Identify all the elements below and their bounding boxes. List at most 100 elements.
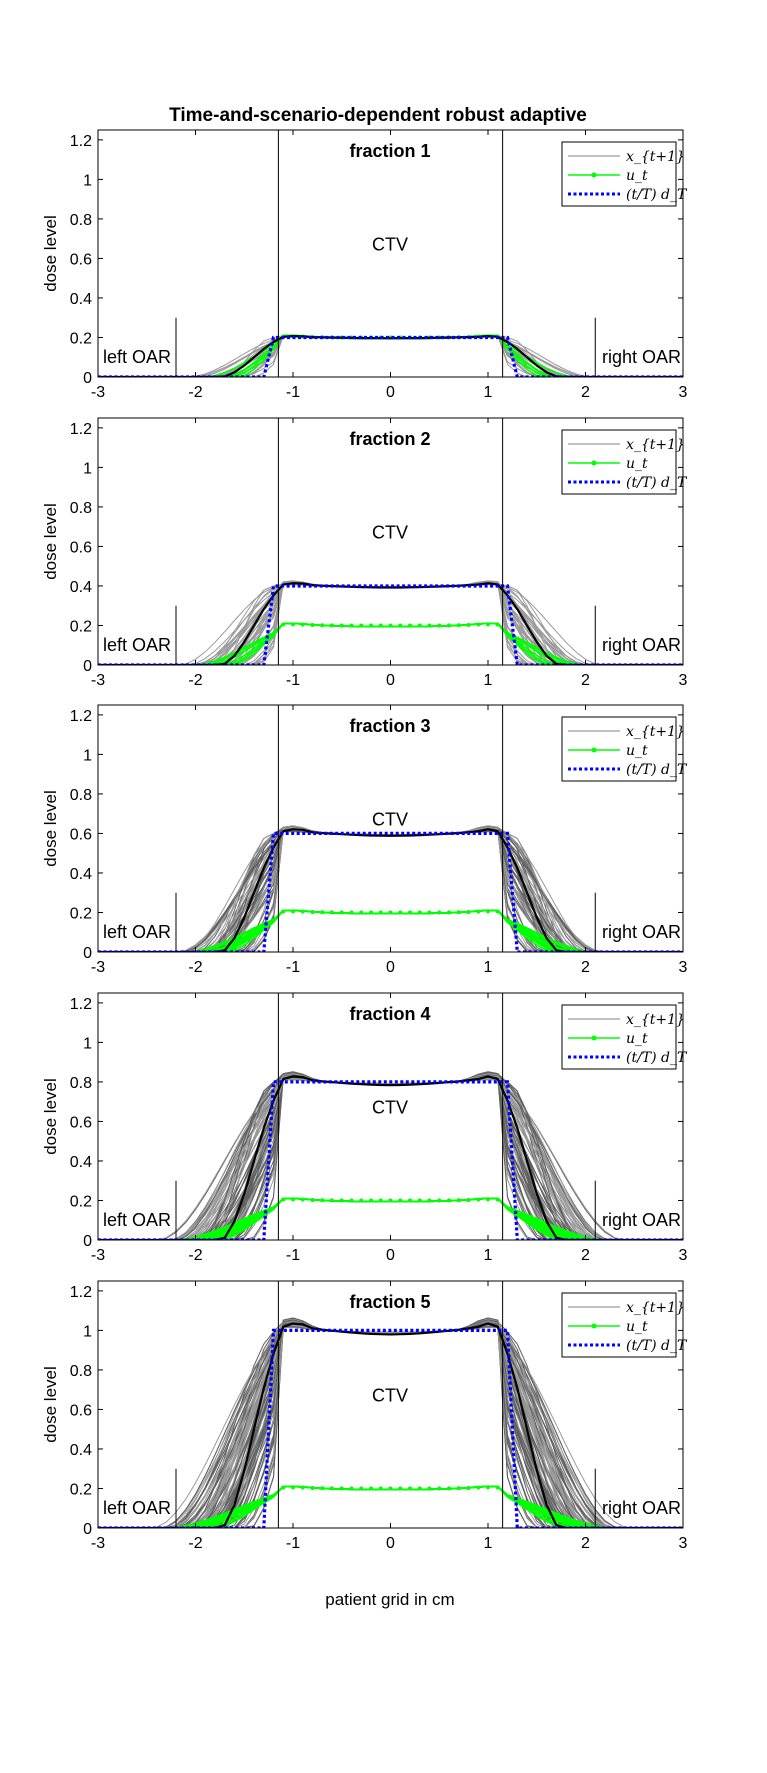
u-marker [281,622,286,627]
u-marker [437,1198,442,1203]
x-tick-label: 0 [386,959,395,976]
x-scenario-line [98,1324,683,1528]
u-marker [359,1486,364,1491]
u-marker [466,1197,471,1202]
x-tick-label: -3 [91,1247,105,1264]
y-tick-label: 1.2 [70,133,92,150]
y-axis: 0 0.2 0.4 0.6 0.8 1 1.2 [70,708,683,962]
u-marker [437,910,442,915]
y-tick-label: 0.8 [70,500,92,517]
y-tick-label: 0.2 [70,618,92,635]
ctv-label: CTV [372,810,408,830]
x-tick-label: 1 [484,384,493,401]
u-marker [300,1485,305,1490]
x-axis: -3 -2 -1 0 1 2 3 [91,1281,688,1552]
u-marker [427,623,432,628]
y-tick-label: 0 [83,370,92,387]
u-marker [476,1197,481,1202]
x-mean-line [98,582,683,665]
y-tick-label: 1 [83,1323,92,1340]
x-tick-label: -3 [91,1535,105,1552]
x-tick-label: -2 [188,384,202,401]
y-axis: 0 0.2 0.4 0.6 0.8 1 1.2 [70,421,683,675]
u-marker [495,1485,500,1490]
u-marker [486,909,490,914]
right-oar-label: right OAR [602,635,681,655]
x-tick-label: 1 [484,1535,493,1552]
x-tick-label: 0 [386,384,395,401]
y-tick-label: 1 [83,460,92,477]
y-tick-label: 0.6 [70,251,92,268]
x-mean-line [98,1075,683,1240]
u-markers [281,1485,500,1491]
u-marker [300,1197,305,1202]
legend-u-label: u_t [626,743,648,759]
x-tick-label: 0 [386,672,395,689]
u-marker [476,1485,481,1490]
left-oar-label: left OAR [103,922,171,942]
u-marker [339,1198,344,1203]
panel-fraction-3: 0 0.2 0.4 0.6 0.8 1 1.2 -3 -2 -1 0 1 2 3 dose level fra… [41,704,688,976]
legend-d-label: (t/T) d_T [626,1338,688,1354]
u-marker [427,1198,432,1203]
x-tick-label: 2 [581,1535,590,1552]
y-tick-label: 0.8 [70,787,92,804]
u-marker [408,623,412,628]
u-marker [330,1198,334,1203]
legend-u-marker [591,1035,597,1041]
y-axis-label: dose level [41,1366,60,1443]
u-marker [398,1486,403,1491]
x-tick-label: 3 [679,1535,688,1552]
panel-title: fraction 4 [349,1004,430,1024]
x-tick-label: -3 [91,959,105,976]
u-marker [281,909,286,914]
x-tick-label: -2 [188,959,202,976]
u-marker [417,1198,422,1203]
u-marker [359,1198,364,1203]
y-tick-label: 1 [83,172,92,189]
u-marker [378,1486,383,1491]
panel-fraction-5: 0 0.2 0.4 0.6 0.8 1 1.2 -3 -2 -1 0 1 2 3 dose level fra… [41,1280,688,1552]
legend-x-label: x_{t+1} [626,1012,685,1028]
x-tick-label: 2 [581,384,590,401]
y-tick-label: 0.8 [70,212,92,229]
u-marker [369,1486,373,1491]
panel-fraction-1: 0 0.2 0.4 0.6 0.8 1 1.2 -3 -2 -1 0 1 2 3 dose level fra… [41,129,688,401]
y-tick-label: 0.2 [70,330,92,347]
u-marker [330,910,334,915]
y-tick-label: 0 [83,945,92,962]
y-axis: 0 0.2 0.4 0.6 0.8 1 1.2 [70,996,683,1250]
u-marker [486,1197,490,1202]
x-axis-label: patient grid in cm [325,1590,454,1609]
y-tick-label: 0.6 [70,1402,92,1419]
panel-title: fraction 2 [349,429,430,449]
legend-d-label: (t/T) d_T [626,762,688,778]
u-marker [495,622,500,627]
u-marker [447,910,451,915]
u-marker [447,1198,451,1203]
u-marker [398,623,403,628]
x-tick-label: -1 [286,672,300,689]
u-marker [320,1486,325,1491]
u-marker [378,1198,383,1203]
x-tick-label: 2 [581,1247,590,1264]
x-mean-line [98,828,683,952]
u-marker [437,623,442,628]
u-marker [398,910,403,915]
y-tick-label: 1 [83,747,92,764]
u-marker [398,1198,403,1203]
x-tick-label: 1 [484,959,493,976]
u-marker [291,1485,295,1490]
y-tick-label: 0.2 [70,1193,92,1210]
y-tick-label: 0 [83,658,92,675]
ctv-label: CTV [372,523,408,543]
x-tick-label: 3 [679,672,688,689]
u-marker [339,623,344,628]
u-marker [310,1485,315,1490]
x-tick-label: 0 [386,1535,395,1552]
legend: x_{t+1} u_t (t/T) d_T [561,1292,688,1358]
left-oar-label: left OAR [103,635,171,655]
x-tick-label: -1 [286,1247,300,1264]
y-axis-label: dose level [41,503,60,580]
legend-d-label: (t/T) d_T [626,1050,688,1066]
